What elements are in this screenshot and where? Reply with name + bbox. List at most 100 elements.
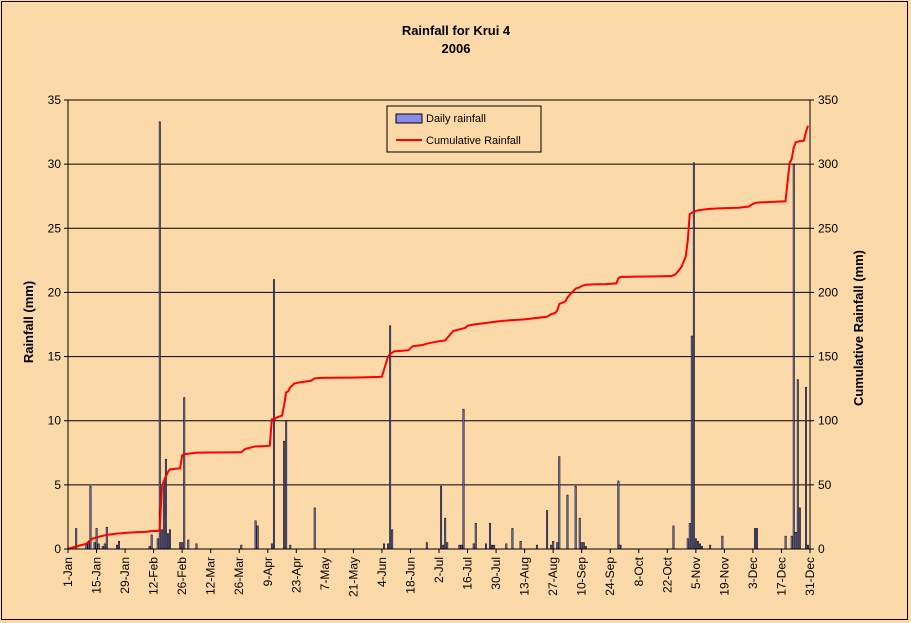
daily-rainfall-bar: [97, 543, 100, 550]
cumulative-rainfall-line: [67, 125, 809, 550]
daily-rainfall-bar: [195, 543, 198, 550]
x-tick-label: 12-Mar: [204, 557, 218, 595]
x-tick-label: 8-Oct: [632, 556, 646, 586]
daily-rainfall-bar: [552, 541, 555, 550]
x-tick-label: 9-Apr: [261, 557, 275, 586]
daily-rainfall-bar: [784, 535, 787, 550]
daily-rainfall-bar: [721, 535, 724, 550]
daily-rainfall-bar: [484, 543, 487, 550]
y2-tick-label: 100: [818, 414, 838, 428]
x-tick-label: 16-Jul: [461, 557, 475, 590]
y2-tick-label: 350: [818, 93, 838, 107]
daily-rainfall-bar: [160, 529, 163, 550]
daily-rainfall-bar: [181, 542, 184, 550]
y-tick-label: 30: [48, 157, 62, 171]
daily-rainfall-bar: [493, 544, 496, 550]
daily-rainfall-bar: [105, 526, 108, 550]
x-tick-label: 31-Dec: [803, 557, 817, 596]
x-tick-label: 15-Jan: [90, 557, 104, 594]
daily-rainfall-bar: [93, 542, 96, 550]
y2-tick-label: 300: [818, 157, 838, 171]
daily-rainfall-bar: [256, 525, 259, 550]
x-tick-label: 18-Jun: [403, 557, 417, 594]
legend-swatch-daily: [395, 113, 423, 124]
daily-rainfall-bar: [425, 542, 428, 550]
left-axis-ticks: 0 5 10 15 20 25 30 35: [48, 93, 68, 556]
x-tick-label: 26-Mar: [232, 557, 246, 595]
daily-rainfall-bar: [103, 543, 106, 550]
daily-rainfall-bar: [254, 520, 257, 550]
x-tick-label: 26-Feb: [175, 557, 189, 595]
daily-rainfall-bar: [166, 533, 169, 550]
x-tick-label: 4-Jun: [375, 557, 389, 587]
daily-rainfall-bar: [440, 485, 443, 550]
daily-rainfall-bar: [519, 541, 522, 550]
y2-axis-label: Cumulative Rainfall (mm): [851, 250, 866, 406]
y-tick-label: 0: [54, 542, 61, 556]
x-tick-label: 21-May: [346, 557, 360, 597]
y-tick-label: 5: [54, 478, 61, 492]
x-tick-label: 7-May: [318, 557, 332, 590]
y2-tick-label: 200: [818, 285, 838, 299]
gridlines: [68, 99, 810, 486]
daily-rainfall-bar: [754, 528, 756, 550]
daily-rainfall-bar: [511, 528, 514, 550]
right-axis-ticks: 0 50 100 150 200 250 300 350: [810, 93, 838, 556]
daily-rainfall-bar: [792, 163, 795, 550]
plot-area: [67, 99, 811, 550]
y-tick-label: 10: [48, 414, 62, 428]
daily-rainfall-bar: [580, 542, 583, 550]
daily-rainfall-bar: [474, 523, 477, 550]
x-tick-label: 19-Nov: [717, 557, 731, 596]
daily-rainfall-bar: [582, 542, 585, 550]
daily-rainfall-bar: [756, 528, 759, 550]
daily-rainfall-bar: [285, 420, 288, 550]
x-tick-label: 13-Aug: [518, 557, 532, 596]
daily-rainfall-bar: [709, 544, 712, 550]
y-tick-label: 25: [48, 221, 62, 235]
y-tick-label: 35: [48, 93, 62, 107]
x-tick-label: 3-Dec: [746, 557, 760, 589]
daily-rainfall-bar: [696, 541, 699, 550]
daily-rainfall-bar: [164, 458, 167, 550]
x-tick-label: 27-Aug: [546, 557, 560, 596]
daily-rainfall-bar: [489, 523, 491, 550]
daily-rainfall-bar: [699, 543, 701, 550]
x-tick-label: 5-Nov: [689, 557, 703, 589]
daily-rainfall-bar: [617, 480, 620, 550]
daily-rainfall-bar: [694, 538, 697, 550]
x-tick-label: 29-Jan: [118, 557, 132, 594]
chart-subtitle: 2006: [442, 41, 471, 56]
daily-rainfall-bar: [460, 544, 463, 550]
daily-rainfall-bar: [389, 325, 392, 550]
daily-rainfall-bar: [383, 543, 385, 550]
daily-rainfall-bar: [442, 544, 445, 550]
daily-rainfall-bar: [690, 335, 693, 550]
daily-rainfall-bar: [798, 507, 801, 550]
daily-rainfall-bar: [688, 523, 691, 550]
legend: Daily rainfall Cumulative Rainfall: [386, 105, 542, 153]
daily-rainfall-bar: [283, 440, 286, 550]
daily-rainfall-bar: [150, 534, 153, 550]
daily-rainfall-bar: [618, 544, 621, 550]
daily-rainfall-bar: [578, 517, 581, 550]
daily-rainfall-bar: [505, 543, 508, 550]
daily-rainfall-bar: [444, 517, 447, 550]
x-tick-label: 12-Feb: [147, 557, 161, 595]
daily-rainfall-bar: [462, 408, 465, 550]
daily-rainfall-bar: [672, 525, 675, 550]
x-tick-label: 10-Sep: [575, 557, 589, 596]
daily-rainfall-bar: [805, 387, 807, 550]
y2-tick-label: 0: [818, 542, 825, 556]
daily-rainfall-bar: [807, 544, 809, 550]
y2-tick-label: 250: [818, 221, 838, 235]
x-tick-label: 2-Jul: [432, 557, 446, 583]
daily-rainfall-bar: [446, 542, 449, 550]
daily-rainfall-bar: [158, 121, 161, 550]
daily-rainfall-bar: [566, 494, 569, 550]
daily-rainfall-bar: [169, 529, 171, 550]
y-axis-label: Rainfall (mm): [21, 281, 36, 363]
daily-rainfall-bar: [692, 162, 695, 550]
y2-tick-label: 50: [818, 478, 832, 492]
